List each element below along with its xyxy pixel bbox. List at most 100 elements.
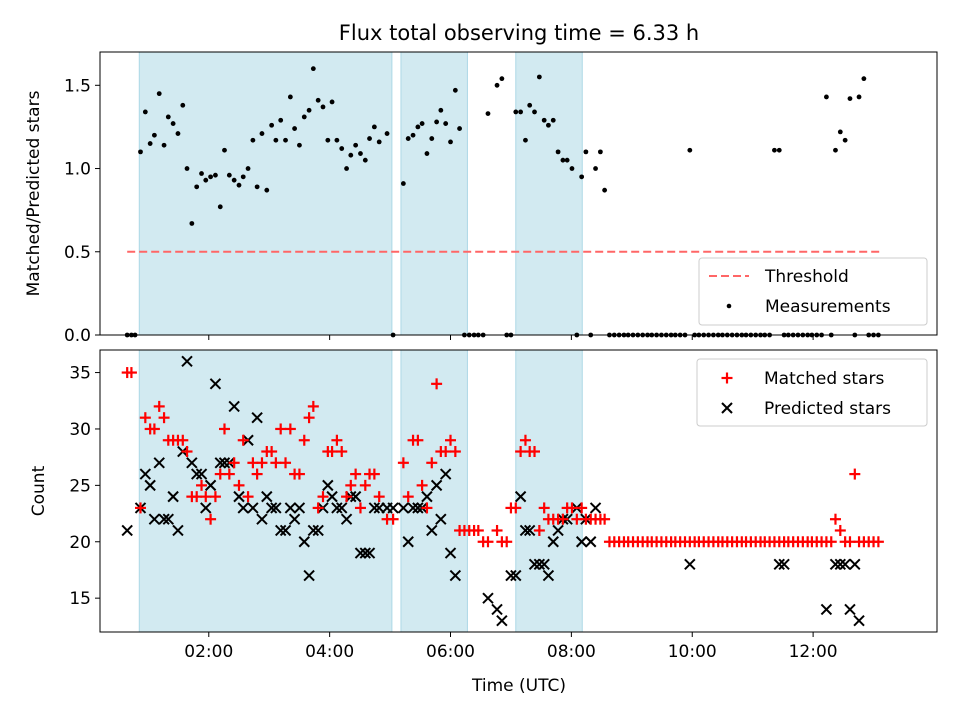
matched-star-marker	[326, 446, 338, 458]
measurement-point	[842, 137, 848, 143]
cross-b	[349, 490, 362, 503]
matched-star-marker	[825, 536, 837, 548]
cross-b	[326, 490, 338, 503]
legend-matched-label: Matched stars	[764, 369, 884, 389]
measurement-point	[429, 136, 435, 141]
cross-b	[237, 502, 249, 514]
cross-b	[298, 536, 310, 548]
matched-star-marker	[256, 457, 268, 469]
cross-b	[585, 536, 597, 548]
predicted-star-marker	[368, 502, 381, 514]
top-shaded-intervals	[138, 51, 583, 336]
cross-b	[721, 402, 733, 414]
matched-star-marker	[218, 423, 230, 435]
predicted-star-marker	[359, 547, 372, 559]
measurement-point	[583, 149, 589, 155]
matched-star-marker	[350, 468, 362, 480]
measurement-point	[856, 94, 862, 100]
matched-star-marker	[359, 479, 371, 491]
x-tick-label: 10:00	[668, 642, 717, 662]
shaded-interval	[138, 51, 393, 336]
measurement-point	[306, 107, 312, 113]
matched-star-marker	[270, 457, 282, 469]
y-tick-label: 30	[69, 420, 91, 440]
measurement-point	[541, 117, 547, 123]
predicted-star-marker	[778, 558, 790, 571]
measurement-point	[165, 114, 171, 120]
measurement-point	[532, 109, 537, 115]
matched-star-marker	[237, 434, 249, 446]
matched-star-marker	[491, 524, 503, 536]
measurement-point	[457, 126, 462, 131]
x-axis-label: Time (UTC)	[471, 676, 566, 696]
predicted-star-marker	[421, 490, 433, 503]
cross-b	[279, 524, 292, 537]
matched-star-marker	[223, 468, 235, 480]
cross-b	[195, 468, 208, 480]
legend-matched-swatch	[721, 372, 733, 384]
matched-star-marker	[373, 491, 385, 503]
y-tick-label: 15	[69, 589, 91, 609]
predicted-star-marker	[491, 603, 503, 616]
matched-star-marker	[354, 502, 366, 514]
predicted-star-marker	[575, 536, 588, 548]
measurement-point	[593, 166, 598, 171]
matched-star-marker	[284, 423, 296, 435]
legend-measurements-swatch	[726, 303, 732, 309]
predicted-star-marker	[158, 513, 170, 525]
cross-b	[214, 457, 226, 469]
cross-b	[228, 400, 240, 413]
matched-star-marker	[426, 457, 438, 469]
predicted-star-marker	[228, 400, 240, 413]
predicted-star-marker	[322, 479, 334, 492]
measurement-point	[560, 157, 566, 163]
predicted-star-marker	[303, 569, 315, 582]
shaded-interval	[400, 51, 468, 336]
bottom-y-axis-label: Count	[29, 465, 49, 516]
predicted-star-marker	[195, 468, 208, 480]
predicted-star-marker	[326, 490, 338, 503]
cross-b	[200, 502, 212, 514]
matched-star-marker	[293, 468, 305, 480]
predicted-star-marker	[773, 558, 785, 571]
measurement-point	[264, 187, 270, 193]
cross-b	[449, 569, 462, 582]
cross-b	[435, 513, 447, 525]
matched-star-markers	[121, 367, 884, 548]
matched-star-marker	[416, 479, 428, 491]
predicted-star-marker	[533, 558, 546, 571]
cross-b	[144, 479, 156, 492]
measurement-point	[222, 147, 227, 153]
measurement-point	[259, 131, 265, 136]
measurement-point	[297, 142, 302, 148]
measurement-point	[833, 147, 838, 153]
predicted-star-marker	[279, 524, 292, 537]
measurement-point	[339, 146, 345, 151]
shaded-interval	[400, 349, 468, 633]
bottom-panel: 15 20 25 30 35 02:00 04:00 06:00 08:00 10:00 12:0…	[29, 349, 938, 696]
cross-b	[402, 536, 414, 548]
bottom-legend-box	[696, 358, 928, 427]
measurement-point	[250, 137, 256, 143]
predicted-star-marker	[354, 547, 367, 559]
measurement-point	[546, 122, 551, 128]
y-tick-label: 1.5	[64, 76, 91, 96]
matched-star-marker	[139, 412, 151, 424]
cross-b	[575, 536, 588, 548]
measurement-point	[602, 187, 608, 193]
cross-b	[368, 502, 381, 514]
measurement-point	[315, 97, 321, 103]
matched-star-marker	[181, 446, 193, 458]
predicted-star-marker	[218, 457, 231, 469]
measurement-point	[358, 151, 363, 156]
predicted-star-marker	[585, 536, 597, 548]
measurement-point	[597, 149, 603, 155]
matched-star-marker	[368, 468, 380, 480]
y-tick-label: 1.0	[64, 160, 91, 180]
measurement-point	[194, 184, 200, 190]
cross-b	[153, 457, 165, 469]
predicted-star-marker	[839, 558, 851, 571]
cross-b	[331, 502, 343, 514]
measurement-point	[269, 122, 275, 128]
cross-b	[829, 558, 842, 571]
